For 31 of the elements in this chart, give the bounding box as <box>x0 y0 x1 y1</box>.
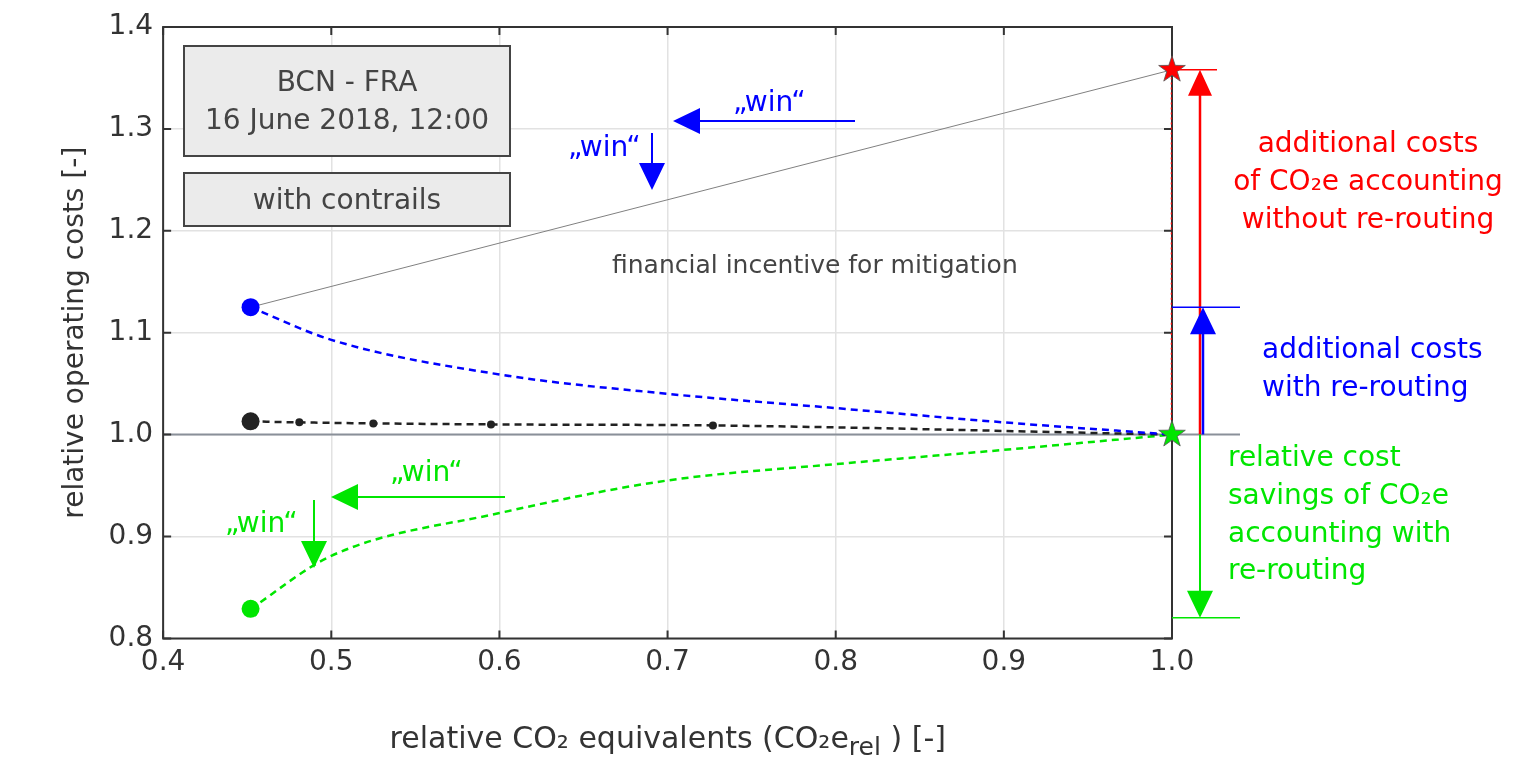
x-tick-label: 1.0 <box>1149 644 1195 678</box>
y-axis-title: relative operating costs [-] <box>57 146 91 519</box>
x-tick-label: 0.6 <box>477 644 522 678</box>
y-tick-label: 1.0 <box>108 415 154 449</box>
text: additional costs with re-routing <box>1262 331 1483 405</box>
x-tick-label: 0.9 <box>981 644 1027 678</box>
y-tick-label: 1.2 <box>108 212 154 246</box>
annotation: „win“ <box>390 454 463 490</box>
x-tick-label: 0.7 <box>645 644 690 678</box>
annotation: „win“ <box>225 505 298 541</box>
x-tick-label: 0.8 <box>813 644 858 678</box>
annotation: „win“ <box>568 129 641 165</box>
text-box: with contrails <box>183 172 511 227</box>
annotation: „win“ <box>733 84 806 120</box>
text: additional costs of CO₂e accounting without re-routing <box>1232 125 1504 237</box>
x-tick-label: 0.5 <box>309 644 354 678</box>
y-tick-label: 1.3 <box>108 110 154 144</box>
point <box>241 298 260 317</box>
point <box>708 421 717 430</box>
y-tick-label: 0.9 <box>108 517 154 551</box>
point <box>1158 55 1186 82</box>
x-axis-title: relative CO₂ equivalents (CO₂e$_{rel}$ ) [-] <box>389 720 946 759</box>
text: relative cost savings of CO₂e accounting with re-routing <box>1228 439 1452 589</box>
point <box>487 420 496 429</box>
point <box>369 419 378 428</box>
annotation: financial incentive for mitigation <box>612 249 1018 281</box>
point <box>295 418 304 427</box>
point <box>241 599 260 618</box>
y-tick-label: 1.4 <box>108 8 154 42</box>
text-box: BCN - FRA 16 June 2018, 12:00 <box>183 45 511 157</box>
y-tick-label: 1.1 <box>108 313 154 347</box>
